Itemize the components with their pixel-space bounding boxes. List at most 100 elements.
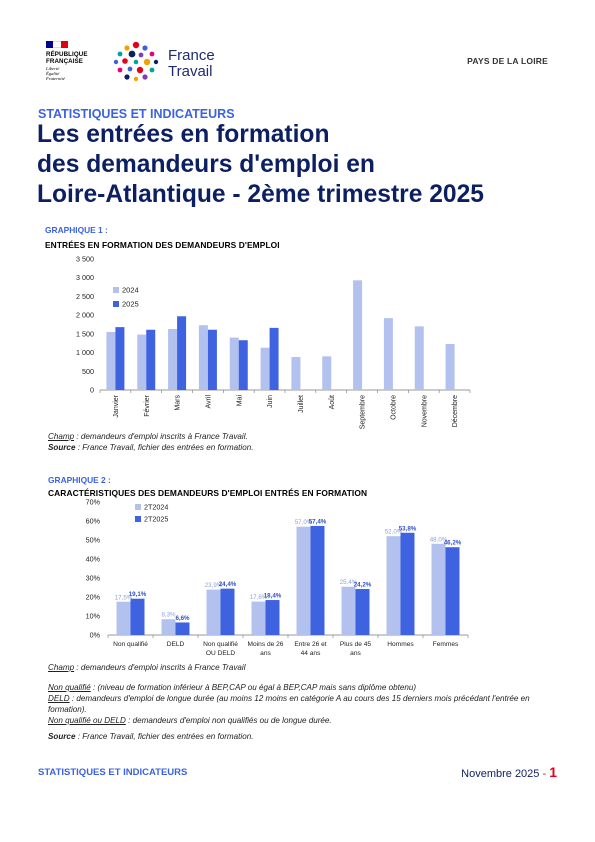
y-tick-label: 500 — [82, 367, 94, 376]
bar-2T2025 — [130, 598, 145, 635]
bar-2024-Juillet — [291, 357, 301, 390]
bar-2T2025 — [400, 532, 415, 635]
x-tick-label: OU DELD — [206, 650, 236, 657]
data-label: 23,9% — [205, 582, 223, 589]
data-label: 48,0% — [430, 536, 448, 543]
data-label: 8,3% — [161, 612, 176, 619]
data-label: 19,1% — [129, 591, 147, 598]
bar-2T2024 — [116, 601, 131, 635]
x-tick-label: Novembre — [421, 395, 428, 427]
x-tick-label: Août — [329, 395, 336, 409]
bar-2T2024 — [386, 536, 401, 635]
data-label: 17,5% — [115, 594, 133, 601]
chart-characteristics: 0% 10% 20% 30% 40% 50% 60% 70% 17,5%19,1% Non qua… — [86, 498, 469, 657]
y-tick-label: 1 500 — [76, 329, 94, 338]
graph2-notes: Champ : demandeurs d'emploi inscrits à F… — [48, 663, 530, 741]
bar-2025-Février — [146, 329, 156, 390]
x-tick-label: DELD — [167, 641, 185, 648]
y-tick-label: 50% — [86, 536, 101, 545]
page-title: Les entrées en formation des demandeurs … — [37, 120, 567, 210]
bar-2T2025 — [310, 525, 325, 635]
data-label: 24,4% — [219, 581, 237, 588]
x-tick-label: 44 ans — [301, 650, 322, 657]
bar-2024-Mars — [168, 328, 178, 390]
republique-francaise-logo: RÉPUBLIQUE FRANÇAISE Liberté Égalité Fra… — [46, 41, 106, 81]
chart-monthly-entries: 0 500 1 000 1 500 2 000 2 500 3 000 3 500 Janvie… — [76, 255, 471, 429]
y-tick-label: 0% — [90, 631, 101, 640]
x-tick-label: Avril — [205, 395, 212, 409]
bar-2T2024 — [161, 619, 176, 635]
y-tick-label: 10% — [86, 612, 101, 621]
bar-2024-Juin — [260, 347, 270, 390]
data-label: 53,8% — [399, 525, 417, 532]
x-tick-label: Entre 26 et — [294, 641, 326, 648]
page-title-line-3: Loire-Atlantique - 2ème trimestre 2025 — [37, 181, 484, 208]
legend-label: 2024 — [122, 286, 139, 295]
legend-swatch-2T2024 — [135, 504, 141, 510]
data-label: 17,6% — [250, 594, 268, 601]
page-number: 1 — [549, 764, 557, 780]
bar-2T2025 — [175, 622, 190, 635]
y-tick-label: 3 500 — [76, 255, 94, 264]
region-label: PAYS DE LA LOIRE — [467, 56, 548, 66]
y-tick-label: 70% — [86, 498, 101, 507]
data-label: 52,0% — [385, 529, 403, 536]
x-tick-label: Moins de 26 — [248, 641, 284, 648]
bar-2025-Avril — [207, 329, 217, 390]
french-flag-icon — [46, 41, 68, 48]
bar-2024-Janvier — [106, 331, 116, 390]
bar-2T2024 — [251, 601, 266, 635]
bar-2T2025 — [355, 589, 370, 635]
graph2-kicker: GRAPHIQUE 2 : — [48, 475, 111, 485]
x-tick-label: Mai — [236, 395, 243, 407]
bar-2T2025 — [265, 600, 280, 635]
x-tick-label: Hommes — [387, 641, 414, 648]
data-label: 24,2% — [354, 582, 372, 589]
y-tick-label: 1 000 — [76, 348, 94, 357]
legend-label: 2T2024 — [144, 503, 168, 512]
x-tick-label: ans — [260, 650, 271, 657]
bar-2T2024 — [206, 589, 221, 635]
footer-page-info: Novembre 2025 - 1 — [461, 764, 557, 780]
graph2-title: CARACTÉRISTIQUES DES DEMANDEURS D'EMPLOI… — [48, 488, 368, 498]
graph1-title: ENTRÉES EN FORMATION DES DEMANDEURS D'EM… — [45, 240, 280, 250]
data-label: 57,4% — [309, 518, 327, 525]
bar-2T2024 — [431, 543, 446, 635]
bar-2T2024 — [341, 586, 356, 635]
bar-2024-Décembre — [445, 343, 455, 390]
graph1-notes: Champ : demandeurs d'emploi inscrits à F… — [48, 432, 254, 452]
bar-2T2025 — [220, 588, 235, 635]
bar-2024-Avril — [198, 325, 208, 390]
rf-name: RÉPUBLIQUE FRANÇAISE — [46, 51, 88, 65]
data-label: 6,6% — [175, 615, 190, 622]
data-label: 57,0% — [295, 519, 313, 526]
x-tick-label: Mars — [175, 395, 182, 411]
bar-2T2024 — [296, 526, 311, 635]
bar-2024-Février — [137, 334, 147, 390]
legend-label: 2T2025 — [144, 515, 168, 524]
legend-swatch-2025 — [113, 301, 119, 307]
data-label: 25,4% — [340, 579, 358, 586]
x-tick-label: Juillet — [298, 395, 305, 413]
bar-2024-Novembre — [414, 326, 424, 390]
bar-2025-Mai — [238, 340, 248, 390]
x-tick-label: Juin — [267, 395, 274, 408]
y-tick-label: 0 — [90, 386, 94, 395]
x-tick-label: Non qualifié — [113, 641, 148, 648]
footer-section-label: STATISTIQUES ET INDICATEURS — [38, 767, 188, 778]
bar-2024-Mai — [229, 337, 239, 390]
data-label: 18,4% — [264, 593, 282, 600]
data-label: 46,2% — [444, 540, 462, 547]
france-travail-brand: France Travail — [168, 47, 215, 80]
rf-motto: Liberté Égalité Fraternité — [46, 66, 65, 81]
x-tick-label: Plus de 45 — [340, 641, 371, 648]
bar-2024-Septembre — [353, 280, 363, 390]
x-tick-label: Octobre — [390, 395, 397, 420]
legend-swatch-2T2025 — [135, 516, 141, 522]
y-tick-label: 60% — [86, 517, 101, 526]
x-tick-label: Février — [144, 394, 151, 416]
section-kicker: STATISTIQUES ET INDICATEURS — [38, 107, 235, 121]
bar-2T2025 — [445, 547, 460, 635]
bar-2024-Octobre — [383, 318, 393, 390]
legend-label: 2025 — [122, 300, 139, 309]
